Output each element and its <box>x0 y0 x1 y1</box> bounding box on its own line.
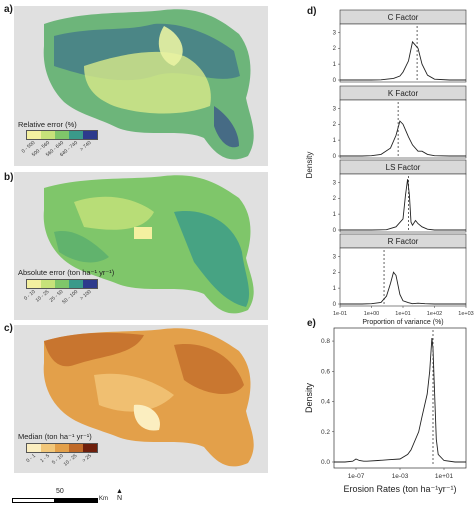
y-axis-label: Density <box>305 152 314 179</box>
x-tick-label: 1e-03 <box>392 473 409 480</box>
absolute-error-map <box>43 175 254 314</box>
y-tick-label: 3 <box>333 254 337 260</box>
legend-ramp-b <box>26 279 98 289</box>
legend-title-b: Absolute error (ton ha⁻¹ yr⁻¹) <box>18 268 115 277</box>
legend-swatch <box>83 280 97 288</box>
y-tick-label: 0 <box>333 302 337 308</box>
x-tick-label: 1e+00 <box>364 311 379 317</box>
legend-swatch <box>27 444 41 452</box>
legend-swatch <box>55 280 69 288</box>
facet-panel <box>339 23 467 83</box>
panel-label-a: a) <box>4 4 13 15</box>
scale-bar-distance: 50 <box>56 488 64 495</box>
x-tick-label: 1e+01 <box>435 473 454 480</box>
facet-label: LS Factor <box>386 163 421 172</box>
legend-break: > 100 <box>79 289 93 302</box>
legend-break: 10 - 25 <box>63 453 79 468</box>
density-line <box>340 120 466 157</box>
y-tick-label: 2 <box>333 196 337 202</box>
scale-bar-unit: Km <box>99 496 108 502</box>
scale-bar-segment <box>54 498 98 503</box>
facet-panel <box>339 173 467 233</box>
scale-bar-segment <box>12 498 56 503</box>
y-tick-label: 2 <box>333 270 337 276</box>
median-erosion-map <box>43 328 254 467</box>
y-tick-label: 0 <box>333 78 337 84</box>
legend-ticks-c: 0 - 1 1 - 5 5 - 10 10 - 25 > 25 <box>25 453 96 473</box>
legend-ramp-a <box>26 130 98 140</box>
legend-swatch <box>27 131 41 139</box>
y-axis-label: Density <box>304 382 314 413</box>
relative-error-map <box>43 9 254 160</box>
x-axis-label: Proportion of variance (%) <box>362 319 443 326</box>
y-tick-label: 0 <box>333 154 337 160</box>
y-tick-label: 1 <box>333 138 337 144</box>
y-tick-label: 1 <box>333 286 337 292</box>
x-tick-label: 1e-01 <box>333 311 347 317</box>
scale-bar: 50 Km ▲ N <box>12 488 152 518</box>
x-tick-label: 1e+02 <box>427 311 442 317</box>
legend-title-c: Median (ton ha⁻¹ yr⁻¹) <box>18 432 92 441</box>
y-tick-label: 2 <box>333 46 337 52</box>
legend-ticks-a: 0 - 500 500 - 560 560 - 640 640 - 740 > … <box>21 140 96 160</box>
facet-label: C Factor <box>388 13 419 22</box>
panel-label-d: d) <box>307 6 317 17</box>
legend-title-a: Relative error (%) <box>18 120 77 129</box>
legend-break: 10 - 25 <box>35 289 51 304</box>
density-line <box>340 271 466 305</box>
facet-label: K Factor <box>388 89 419 98</box>
legend-swatch <box>69 280 83 288</box>
density-line <box>334 337 466 463</box>
y-tick-label: 1 <box>333 62 337 68</box>
panel-label-e: e) <box>307 318 316 329</box>
legend-swatch <box>27 280 41 288</box>
facet-label: R Factor <box>388 237 419 246</box>
y-tick-label: 0.6 <box>321 368 330 375</box>
y-tick-label: 0.8 <box>321 338 330 345</box>
plot-area <box>333 327 467 469</box>
x-tick-label: 1e+03 <box>458 311 473 317</box>
north-arrow-icon: ▲ N <box>116 488 123 502</box>
y-tick-label: 0.2 <box>321 429 330 436</box>
erosion-density-chart: 0.0 0.2 0.4 0.6 0.8 1e-07 1e-03 1e+01 Erosion Ra… <box>304 327 467 494</box>
x-tick-label: 1e-07 <box>348 473 365 480</box>
legend-swatch <box>41 444 55 452</box>
y-tick-label: 3 <box>333 30 337 36</box>
legend-ramp-c <box>26 443 98 453</box>
legend-ticks-b: 0 - 10 10 - 25 25 - 50 50 - 100 > 100 <box>23 289 96 309</box>
legend-swatch <box>55 444 69 452</box>
panel-label-c: c) <box>4 323 13 334</box>
north-label: N <box>116 495 122 502</box>
facet-panel <box>339 99 467 159</box>
legend-swatch <box>55 131 69 139</box>
y-tick-label: 2 <box>333 122 337 128</box>
legend-swatch <box>41 131 55 139</box>
legend-swatch <box>69 444 83 452</box>
y-tick-label: 0 <box>333 228 337 234</box>
legend-break: 1 - 5 <box>39 453 51 465</box>
legend-swatch <box>83 131 97 139</box>
panel-label-b: b) <box>4 172 14 183</box>
density-line <box>340 179 466 231</box>
y-tick-label: 1 <box>333 212 337 218</box>
y-tick-label: 0.0 <box>321 459 330 466</box>
density-line <box>340 40 466 81</box>
legend-swatch <box>69 131 83 139</box>
legend-break: 0 - 1 <box>25 453 37 465</box>
x-tick-label: 1e+01 <box>395 311 410 317</box>
y-tick-label: 3 <box>333 180 337 186</box>
variance-density-chart: C Factor 0 1 2 3 K Factor 0 1 2 3 LS Factor 0 1 2 3 R F… <box>305 9 474 326</box>
y-tick-label: 0.4 <box>321 399 330 406</box>
legend-swatch <box>41 280 55 288</box>
y-tick-label: 3 <box>333 106 337 112</box>
legend-break: > 740 <box>79 140 93 153</box>
facet-panel <box>339 247 467 307</box>
legend-swatch <box>83 444 97 452</box>
x-axis-label: Erosion Rates (ton ha⁻¹yr⁻¹) <box>343 484 456 494</box>
legend-break: > 25 <box>81 453 93 464</box>
